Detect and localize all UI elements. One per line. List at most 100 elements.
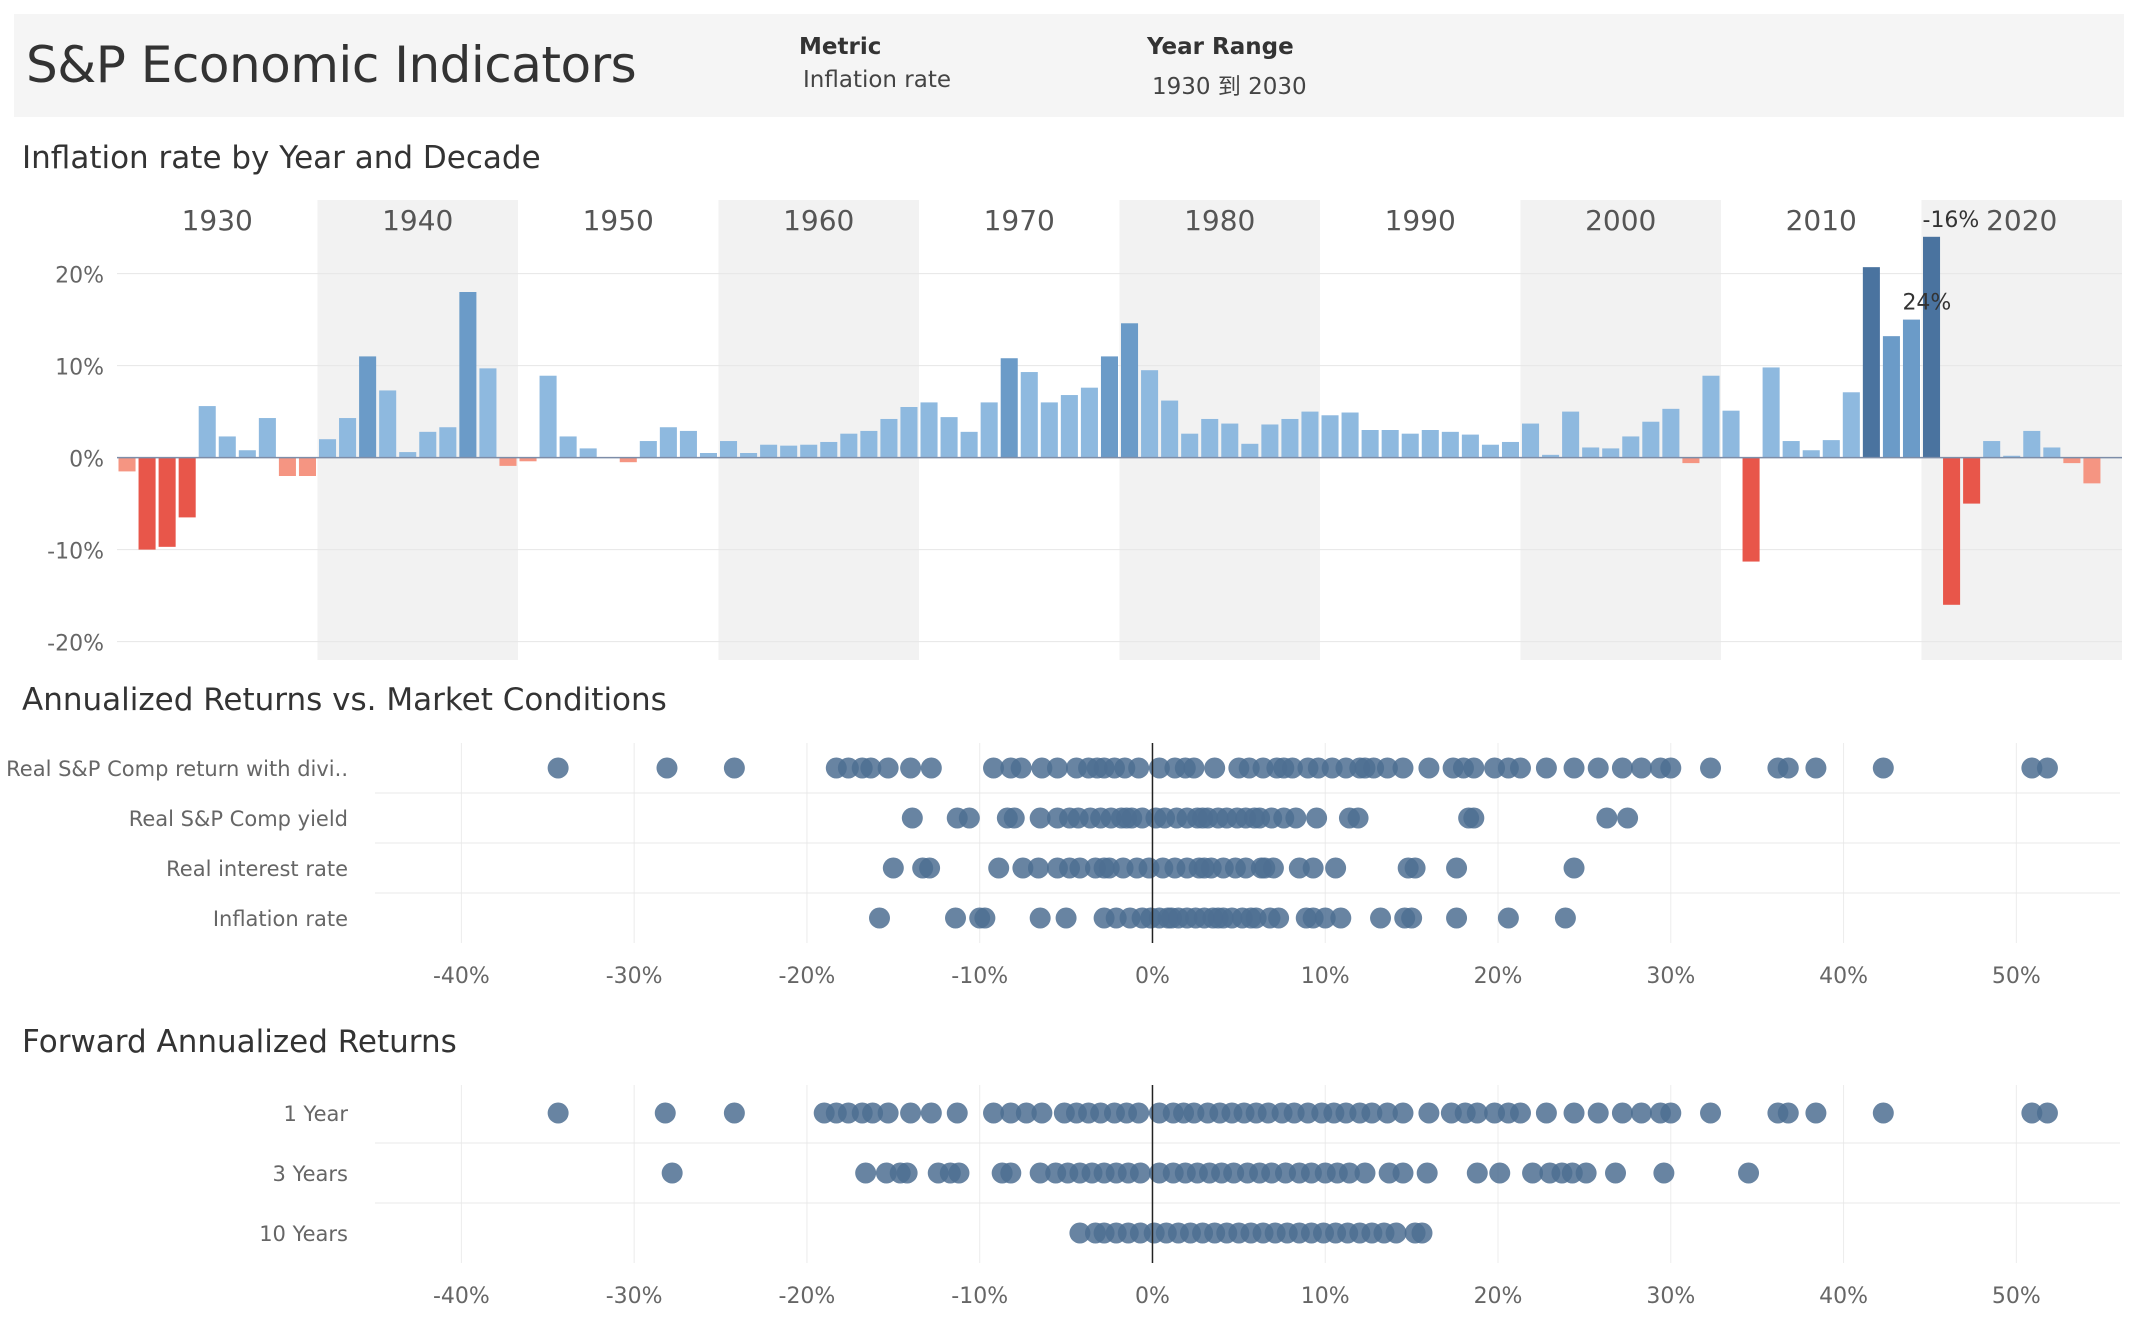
data-point xyxy=(1029,1162,1051,1184)
data-point xyxy=(1370,907,1392,929)
data-point xyxy=(900,1102,922,1124)
bar xyxy=(1542,454,1560,458)
data-point xyxy=(1193,857,1215,879)
data-point xyxy=(1416,1162,1438,1184)
bar xyxy=(1461,434,1479,458)
data-point xyxy=(1012,857,1034,879)
data-point xyxy=(862,1102,884,1124)
bar xyxy=(1782,441,1800,458)
data-point xyxy=(1192,807,1214,829)
bar xyxy=(499,457,517,466)
data-point xyxy=(1463,757,1485,779)
data-point xyxy=(1509,757,1531,779)
data-point xyxy=(1587,1102,1609,1124)
data-point xyxy=(1015,1102,1037,1124)
bar xyxy=(639,441,657,458)
bar xyxy=(1562,411,1580,458)
data-point xyxy=(1401,907,1423,929)
bar xyxy=(679,430,697,458)
forward-returns-title: Forward Annualized Returns xyxy=(22,1024,457,1060)
bar xyxy=(659,427,677,458)
data-point xyxy=(1509,1102,1531,1124)
data-point xyxy=(1273,757,1295,779)
bar xyxy=(940,417,958,458)
bar xyxy=(198,406,216,458)
bar xyxy=(1301,411,1319,458)
data-point xyxy=(920,757,942,779)
bar xyxy=(1622,436,1640,458)
bar xyxy=(1963,457,1981,504)
bar xyxy=(1842,392,1860,458)
data-point xyxy=(1466,1102,1488,1124)
x-tick-label: 0% xyxy=(1135,964,1170,989)
data-point xyxy=(1029,907,1051,929)
data-point xyxy=(1700,1102,1722,1124)
data-point xyxy=(1093,857,1115,879)
data-point xyxy=(882,857,904,879)
bar xyxy=(1923,236,1941,458)
bar xyxy=(1983,441,2001,458)
x-tick-label: 50% xyxy=(1992,964,2041,989)
data-point xyxy=(2036,1102,2058,1124)
decade-label: 2000 xyxy=(1585,204,1656,237)
data-point xyxy=(1497,907,1519,929)
data-point xyxy=(1254,857,1276,879)
decade-label: 1950 xyxy=(583,204,654,237)
data-point xyxy=(1446,907,1468,929)
bar xyxy=(800,444,818,458)
x-tick-label: -20% xyxy=(779,1284,836,1309)
data-point xyxy=(1268,907,1290,929)
data-point xyxy=(1611,1102,1633,1124)
year-range-filter-value[interactable]: 1930 到 2030 xyxy=(1152,74,1307,100)
data-point xyxy=(1055,907,1077,929)
bar xyxy=(1862,267,1880,458)
decade-band xyxy=(1520,200,1721,660)
row-label: 10 Years xyxy=(259,1222,348,1246)
bar xyxy=(960,431,978,458)
bar xyxy=(1381,430,1399,458)
bar xyxy=(619,457,637,463)
x-tick-label: 20% xyxy=(1474,964,1523,989)
data-point xyxy=(1660,1102,1682,1124)
bar xyxy=(980,402,998,458)
y-tick-label: 0% xyxy=(69,448,104,473)
bar xyxy=(1221,423,1239,458)
data-point xyxy=(1611,757,1633,779)
data-point xyxy=(1392,1102,1414,1124)
decade-label: 1960 xyxy=(783,204,854,237)
bar xyxy=(138,457,156,550)
forward-returns-scatter: -40% -30% -20% -10% 0% 10% 20% 30% 40% 50% 1 Year 3… xyxy=(259,1085,2120,1309)
data-point xyxy=(1128,757,1150,779)
bar xyxy=(1060,395,1078,458)
row-label: Inflation rate xyxy=(213,907,348,931)
data-point xyxy=(1325,857,1347,879)
bar xyxy=(1602,448,1620,458)
data-point xyxy=(1466,1162,1488,1184)
market-conditions-scatter: -40% -30% -20% -10% 0% 10% 20% 30% 40% 50% Real S&… xyxy=(6,743,2120,989)
data-point xyxy=(1404,857,1426,879)
bar xyxy=(1582,447,1600,458)
bar xyxy=(900,407,918,458)
row-label: Real S&P Comp return with divi.. xyxy=(6,757,348,781)
bar xyxy=(1742,457,1760,562)
x-tick-label: -40% xyxy=(433,964,490,989)
bar xyxy=(1762,367,1780,458)
year-range-filter-label: Year Range xyxy=(1147,34,1294,60)
data-point xyxy=(868,907,890,929)
data-point xyxy=(1660,757,1682,779)
data-point xyxy=(723,1102,745,1124)
metric-filter-value[interactable]: Inflation rate xyxy=(803,67,952,93)
data-point xyxy=(1031,1102,1053,1124)
data-point xyxy=(547,1102,569,1124)
bar-chart-title: Inflation rate by Year and Decade xyxy=(22,140,541,176)
bar xyxy=(298,457,316,476)
bar xyxy=(1802,450,1820,458)
data-point xyxy=(1605,1162,1627,1184)
bar xyxy=(339,418,357,458)
bar xyxy=(459,292,477,458)
x-tick-label: -20% xyxy=(779,964,836,989)
data-point xyxy=(983,1102,1005,1124)
data-point xyxy=(1204,757,1226,779)
bar xyxy=(118,457,136,472)
bar xyxy=(1722,410,1740,458)
